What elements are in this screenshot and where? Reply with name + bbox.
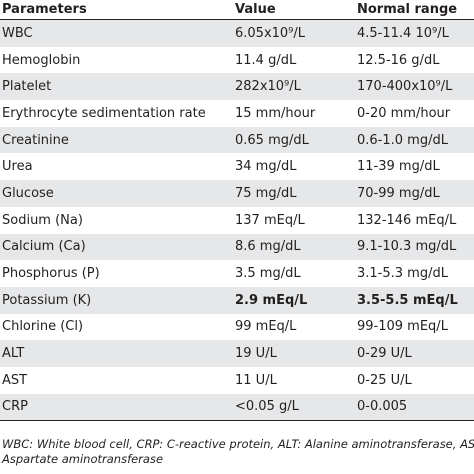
table-row: Platelet 282x10⁹/L 170-400x10⁹/L xyxy=(0,73,474,101)
normal-range-cell: 132-146 mEq/L xyxy=(351,206,474,234)
value-cell: 6.05x10⁹/L xyxy=(229,19,351,47)
table-footnote: WBC: White blood cell, CRP: C-reactive p… xyxy=(0,437,474,467)
value-cell: 34 mg/dL xyxy=(229,153,351,181)
value-cell: 2.9 mEq/L xyxy=(229,286,351,314)
value-cell: 75 mg/dL xyxy=(229,180,351,207)
parameter-cell: Erythrocyte sedimentation rate xyxy=(0,100,229,127)
table-row: Erythrocyte sedimentation rate 15 mm/hour… xyxy=(0,100,474,127)
parameter-cell: Urea xyxy=(0,153,229,181)
normal-range-cell: 0-29 U/L xyxy=(351,340,474,367)
table-row: Glucose 75 mg/dL 70-99 mg/dL xyxy=(0,180,474,207)
normal-range-cell: 0-20 mm/hour xyxy=(351,100,474,127)
value-cell: 282x10⁹/L xyxy=(229,73,351,101)
table-row: Phosphorus (P) 3.5 mg/dL 3.1-5.3 mg/dL xyxy=(0,260,474,287)
normal-range-cell: 0.6-1.0 mg/dL xyxy=(351,126,474,154)
normal-range-cell: 170-400x10⁹/L xyxy=(351,73,474,101)
value-cell: 3.5 mg/dL xyxy=(229,260,351,287)
header-value: Value xyxy=(229,0,351,20)
parameter-cell: Creatinine xyxy=(0,126,229,154)
table-header-row: Parameters Value Normal range xyxy=(0,0,474,20)
header-normal-range: Normal range xyxy=(351,0,474,20)
table-row: Creatinine 0.65 mg/dL 0.6-1.0 mg/dL xyxy=(0,126,474,154)
parameter-cell: AST xyxy=(0,366,229,394)
table-row: Hemoglobin 11.4 g/dL 12.5-16 g/dL xyxy=(0,46,474,74)
table-row: Urea 34 mg/dL 11-39 mg/dL xyxy=(0,153,474,181)
normal-range-cell: 0-25 U/L xyxy=(351,366,474,394)
normal-range-cell: 9.1-10.3 mg/dL xyxy=(351,233,474,261)
header-parameters: Parameters xyxy=(0,0,229,20)
normal-range-cell: 11-39 mg/dL xyxy=(351,153,474,181)
table-row: Calcium (Ca) 8.6 mg/dL 9.1-10.3 mg/dL xyxy=(0,233,474,261)
value-cell: 19 U/L xyxy=(229,340,351,367)
normal-range-cell: 3.1-5.3 mg/dL xyxy=(351,260,474,287)
parameter-cell: Calcium (Ca) xyxy=(0,233,229,261)
footnote-line-2: Aspartate aminotransferase xyxy=(2,452,164,466)
table-row: Sodium (Na) 137 mEq/L 132-146 mEq/L xyxy=(0,206,474,234)
table-row: AST 11 U/L 0-25 U/L xyxy=(0,366,474,394)
value-cell: 99 mEq/L xyxy=(229,313,351,341)
parameter-cell: Glucose xyxy=(0,180,229,207)
normal-range-cell: 99-109 mEq/L xyxy=(351,313,474,341)
normal-range-cell: 70-99 mg/dL xyxy=(351,180,474,207)
table-row: ALT 19 U/L 0-29 U/L xyxy=(0,340,474,367)
table-row: Chlorine (Cl) 99 mEq/L 99-109 mEq/L xyxy=(0,313,474,341)
parameter-cell: ALT xyxy=(0,340,229,367)
lab-results-table-container: Parameters Value Normal range WBC 6.05x10… xyxy=(0,0,474,422)
parameter-cell: Phosphorus (P) xyxy=(0,260,229,287)
parameter-cell: Platelet xyxy=(0,73,229,101)
normal-range-cell: 0-0.005 xyxy=(351,393,474,422)
value-cell: 0.65 mg/dL xyxy=(229,126,351,154)
parameter-cell: Sodium (Na) xyxy=(0,206,229,234)
table-row: WBC 6.05x10⁹/L 4.5-11.4 10⁹/L xyxy=(0,19,474,47)
parameter-cell: CRP xyxy=(0,393,229,422)
lab-results-table: Parameters Value Normal range WBC 6.05x10… xyxy=(0,0,474,422)
parameter-cell: Hemoglobin xyxy=(0,46,229,74)
table-row: CRP <0.05 g/L 0-0.005 xyxy=(0,393,474,422)
value-cell: <0.05 g/L xyxy=(229,393,351,422)
normal-range-cell: 3.5-5.5 mEq/L xyxy=(351,286,474,314)
parameter-cell: WBC xyxy=(0,19,229,47)
value-cell: 11.4 g/dL xyxy=(229,46,351,74)
footnote-line-1: WBC: White blood cell, CRP: C-reactive p… xyxy=(2,437,474,451)
parameter-cell: Potassium (K) xyxy=(0,286,229,314)
value-cell: 15 mm/hour xyxy=(229,100,351,127)
table-row: Potassium (K) 2.9 mEq/L 3.5-5.5 mEq/L xyxy=(0,286,474,314)
normal-range-cell: 4.5-11.4 10⁹/L xyxy=(351,19,474,47)
value-cell: 11 U/L xyxy=(229,366,351,394)
value-cell: 8.6 mg/dL xyxy=(229,233,351,261)
normal-range-cell: 12.5-16 g/dL xyxy=(351,46,474,74)
value-cell: 137 mEq/L xyxy=(229,206,351,234)
parameter-cell: Chlorine (Cl) xyxy=(0,313,229,341)
